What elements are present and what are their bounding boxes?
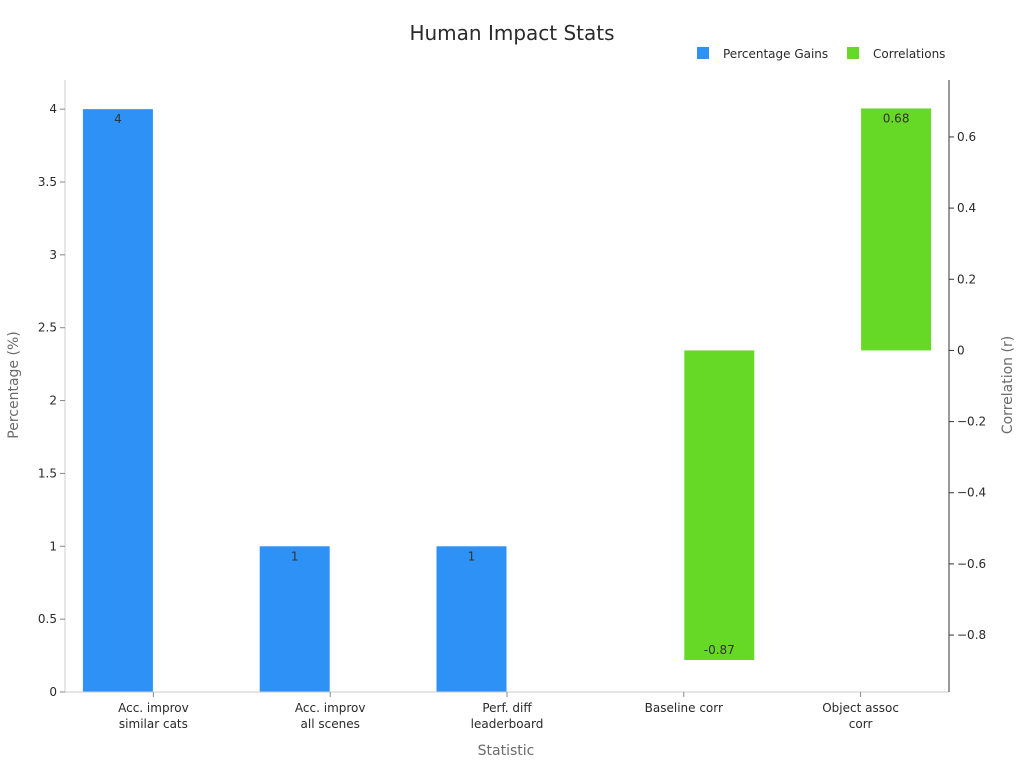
y-tick-label-right-6: 0.4 (957, 201, 976, 215)
x-tick-label-3: Baseline corr (645, 701, 723, 715)
y-tick-label-left-3: 1.5 (38, 466, 57, 480)
bar-percentage-gains-0 (82, 109, 153, 692)
y-tick-label-right-7: 0.6 (957, 130, 976, 144)
data-label-correlations-3: -0.87 (704, 643, 735, 657)
y-tick-label-left-1: 0.5 (38, 612, 57, 626)
y-axis-label-left: Percentage (%) (6, 331, 22, 438)
y-tick-label-left-7: 3.5 (38, 175, 57, 189)
y-tick-label-right-1: −0.6 (957, 557, 986, 571)
chart-title: Human Impact Stats (409, 21, 614, 45)
y-tick-label-left-6: 3 (49, 248, 57, 262)
bar-percentage-gains-1 (259, 546, 330, 692)
data-label-percentage-gains-1: 1 (291, 549, 299, 563)
y-tick-label-left-0: 0 (49, 685, 57, 699)
x-tick-label-4: Object assoc corr (822, 701, 899, 731)
legend-swatch-correlations (847, 47, 859, 59)
x-tick-label-2: Perf. diff leaderboard (471, 701, 544, 731)
x-tick-label-0: Acc. improv similar cats (118, 701, 189, 731)
y-tick-label-left-5: 2.5 (38, 321, 57, 335)
y-tick-label-right-4: 0 (957, 343, 965, 357)
y-tick-label-right-2: −0.4 (957, 486, 986, 500)
y-tick-label-left-8: 4 (49, 102, 57, 116)
y-tick-label-right-3: −0.2 (957, 415, 986, 429)
legend-label-correlations: Correlations (873, 47, 945, 61)
legend-label-percentage-gains: Percentage Gains (723, 47, 828, 61)
y-axis-label-right: Correlation (r) (1000, 336, 1016, 434)
legend-swatch-percentage-gains (697, 47, 709, 59)
x-axis-label: Statistic (478, 743, 535, 759)
y-tick-label-right-5: 0.2 (957, 272, 976, 286)
bars (82, 108, 932, 692)
data-label-correlations-4: 0.68 (883, 111, 910, 125)
axes: 0 0.5 1 1.5 2 2.5 3 3.5 4 −0.8 −0.6 −0.4 −0.2 0 0.2 0.4… (38, 80, 986, 731)
bar-correlations-3 (684, 350, 755, 660)
legend: Percentage Gains Correlations (697, 47, 945, 61)
y-tick-label-left-4: 2 (49, 394, 57, 408)
y-tick-label-right-0: −0.8 (957, 628, 986, 642)
x-tick-label-1: Acc. improv all scenes (295, 701, 366, 731)
data-labels: 4 1 1 -0.87 0.68 (114, 111, 909, 657)
bar-percentage-gains-2 (436, 546, 507, 692)
y-tick-label-left-2: 1 (49, 539, 57, 553)
data-label-percentage-gains-2: 1 (468, 549, 476, 563)
bar-correlations-4 (861, 108, 932, 351)
data-label-percentage-gains-0: 4 (114, 112, 122, 126)
